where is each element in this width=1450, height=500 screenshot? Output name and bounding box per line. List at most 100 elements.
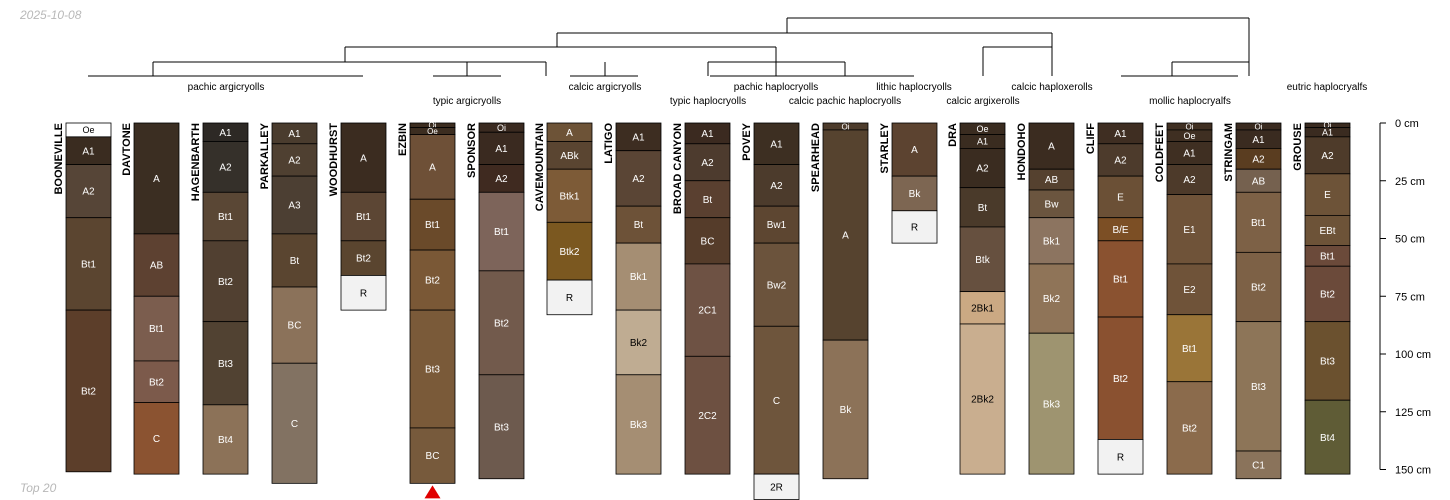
depth-tick-label: 100 cm — [1395, 349, 1431, 361]
horizon-a — [133, 122, 180, 235]
horizon-label: A1 — [1322, 127, 1333, 137]
horizon-label: Bw2 — [767, 280, 787, 291]
horizon-label: Bt2 — [1320, 290, 1335, 301]
horizon-label: 2C1 — [698, 306, 717, 317]
horizon-label: A2 — [288, 156, 301, 167]
horizon-label: Bt2 — [1251, 283, 1266, 294]
horizon-bt2 — [133, 360, 180, 403]
soil-profile-hagenbarth: A1 A2 Bt1 Bt2 Bt3 Bt4 HAGENBARTH — [190, 122, 249, 475]
horizon-bt1 — [1166, 314, 1213, 383]
horizon-label: Bt2 — [494, 318, 509, 329]
horizon-r — [1097, 439, 1144, 475]
caption-label: Top 20 — [20, 481, 57, 495]
horizon-a2 — [615, 150, 662, 207]
depth-tick-label: 75 cm — [1395, 291, 1425, 303]
soil-profile-cliff: A1 A2 E B/E Bt1 Bt2 R CLIFF — [1085, 122, 1144, 475]
dendrogram — [88, 17, 1250, 77]
horizon-label: Bt3 — [1320, 357, 1335, 368]
horizon-label: Bt — [290, 256, 300, 267]
horizon-label: Bw — [1045, 199, 1060, 210]
horizon-bw — [1028, 189, 1075, 219]
horizon-bk2 — [615, 309, 662, 376]
soil-profile-stringam: Oi A1 A2 AB Bt1 Bt2 Bt3 C1 STRINGAM — [1223, 122, 1282, 480]
horizon-bt — [959, 187, 1006, 228]
horizon-label: A1 — [219, 128, 232, 139]
group-label: calcic argicryolls — [569, 82, 642, 93]
horizon-label: Bt2 — [218, 277, 233, 288]
horizon-label: A1 — [288, 129, 301, 140]
horizon-label: Btk — [975, 255, 990, 266]
horizon-label: A1 — [1183, 149, 1196, 160]
profile-name: CLIFF — [1085, 123, 1097, 154]
horizon-label: R — [566, 293, 573, 304]
horizon-bt2 — [65, 309, 112, 473]
depth-tick-label: 0 cm — [1395, 118, 1419, 130]
horizon-label: C1 — [1252, 460, 1265, 471]
horizon-bt1 — [478, 191, 525, 272]
profile-name: STARLEY — [879, 122, 891, 173]
horizon-ab — [133, 233, 180, 297]
horizon-label: A3 — [288, 201, 301, 212]
horizon-bk — [822, 339, 869, 480]
soil-profile-booneville: Oe A1 A2 Bt1 Bt2 BOONEVILLE — [53, 122, 112, 473]
depth-tick-label: 150 cm — [1395, 465, 1431, 477]
horizon-label: Bt1 — [1320, 251, 1335, 262]
soil-profile-starley: A Bk R STARLEY — [879, 122, 938, 244]
horizon-label: R — [1117, 452, 1124, 463]
horizon-label: A2 — [701, 158, 714, 169]
horizon-btk2 — [546, 221, 593, 281]
horizon-label: A2 — [219, 162, 232, 173]
horizon-label: A1 — [977, 137, 988, 147]
group-label: calcic haploxerolls — [1011, 82, 1092, 93]
horizon-label: A — [360, 153, 367, 164]
horizon-label: Bt1 — [81, 260, 96, 271]
horizon-bc — [271, 286, 318, 364]
profile-name: GROUSE — [1292, 123, 1304, 171]
horizon-label: Bt2 — [425, 276, 440, 287]
horizon-label: Bt — [978, 203, 988, 214]
horizon-bt3 — [1304, 321, 1351, 401]
horizon-bk3 — [1028, 332, 1075, 475]
soil-profile-parkalley: A1 A2 A3 Bt BC C PARKALLEY — [259, 122, 318, 484]
horizon-label: A2 — [1183, 175, 1196, 186]
horizon-btk1 — [546, 168, 593, 223]
profile-name: HONDOHO — [1016, 123, 1028, 181]
horizon-label: Bt1 — [425, 220, 440, 231]
horizon-label: Bk1 — [1043, 236, 1061, 247]
horizon-label: E2 — [1183, 285, 1196, 296]
horizon-bt2 — [202, 240, 249, 323]
horizon-bt — [271, 233, 318, 288]
horizon-label: R — [911, 223, 918, 234]
horizon-label: Bt1 — [1251, 218, 1266, 229]
soil-profile-sponsor: Oi A1 A2 Bt1 Bt2 Bt3 SPONSOR — [466, 122, 525, 480]
horizon-2bk2 — [959, 323, 1006, 475]
horizon-label: Bt1 — [149, 324, 164, 335]
depth-tick-label: 125 cm — [1395, 407, 1431, 419]
horizon-bt1 — [202, 191, 249, 242]
horizon-label: AB — [1045, 175, 1059, 186]
horizon-e2 — [1166, 263, 1213, 316]
horizon-bt1 — [1097, 240, 1144, 318]
horizon-bk1 — [615, 242, 662, 311]
horizon-a1 — [65, 136, 112, 165]
date-stamp: 2025-10-08 — [20, 8, 82, 22]
horizon-label: Bt3 — [1251, 382, 1266, 393]
horizon-label: BC — [426, 451, 440, 462]
group-label: mollic haplocryalfs — [1149, 96, 1231, 107]
horizon-label: A — [566, 128, 573, 139]
horizon-label: ABk — [560, 151, 579, 162]
horizon-abk — [546, 141, 593, 170]
horizon-label: Btk1 — [559, 191, 579, 202]
horizon-label: Bt2 — [356, 254, 371, 265]
horizon-label: B/E — [1112, 225, 1128, 236]
horizon-label: Btk2 — [559, 247, 579, 258]
profile-name: COLDFEET — [1154, 123, 1166, 183]
horizon-label: C — [291, 419, 298, 430]
soil-profile-dra: Oe A1 A2 Bt Btk 2Bk1 2Bk2 DRA — [947, 122, 1006, 475]
horizon-label: Oi — [1255, 122, 1263, 131]
horizon-a2 — [959, 148, 1006, 189]
horizon-label: E1 — [1183, 225, 1196, 236]
horizon-label: Bt3 — [494, 422, 509, 433]
horizon-label: Oi — [497, 123, 506, 133]
